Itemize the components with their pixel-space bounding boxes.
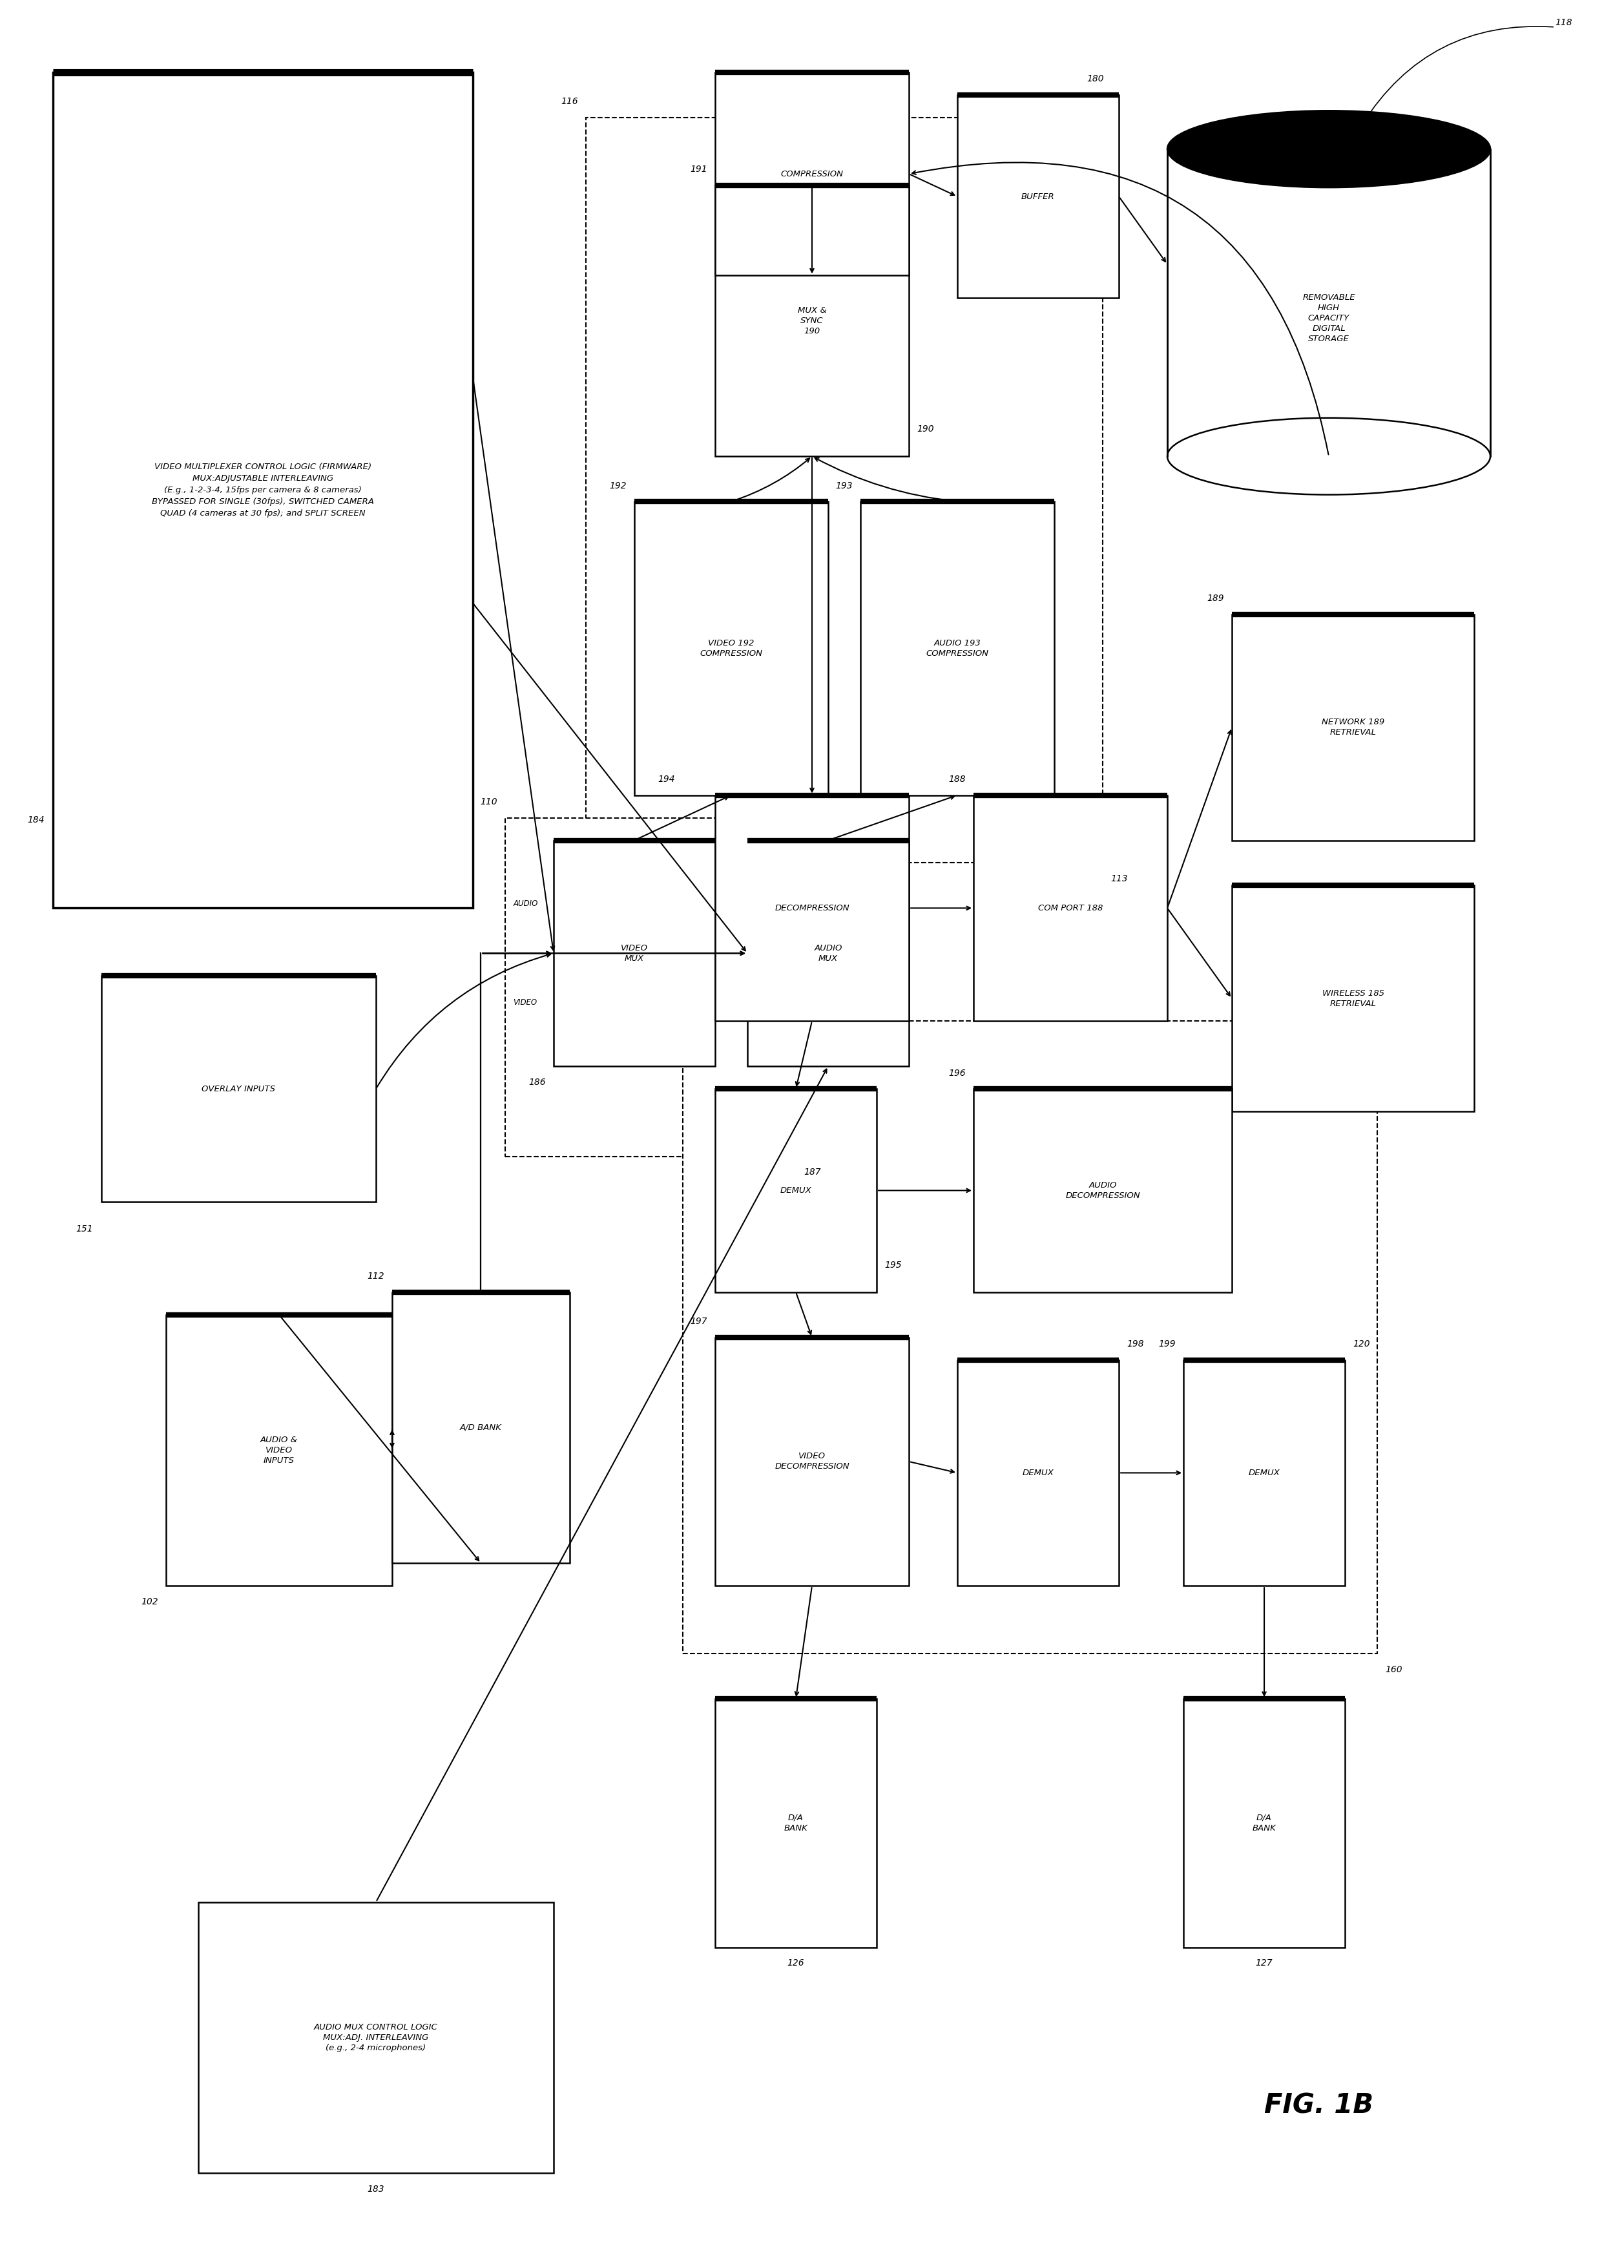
Text: D/A
BANK: D/A BANK	[784, 1814, 807, 1833]
Text: 186: 186	[528, 1077, 546, 1086]
FancyBboxPatch shape	[101, 975, 375, 1202]
FancyBboxPatch shape	[715, 796, 909, 1021]
Text: 188: 188	[948, 776, 965, 785]
FancyBboxPatch shape	[166, 1315, 391, 1585]
Text: BUFFER: BUFFER	[1021, 193, 1056, 200]
Text: VIDEO: VIDEO	[513, 998, 538, 1007]
Text: VIDEO
DECOMPRESSION: VIDEO DECOMPRESSION	[775, 1452, 849, 1472]
Text: 151: 151	[76, 1225, 93, 1234]
Text: MUX &
SYNC
190: MUX & SYNC 190	[797, 306, 827, 336]
Text: 160: 160	[1385, 1665, 1403, 1674]
Text: 180: 180	[1086, 75, 1104, 84]
FancyBboxPatch shape	[747, 841, 909, 1066]
FancyBboxPatch shape	[391, 1293, 570, 1563]
Text: 184: 184	[28, 816, 45, 826]
FancyBboxPatch shape	[958, 1361, 1119, 1585]
FancyBboxPatch shape	[973, 1089, 1233, 1293]
Bar	[1168, 150, 1491, 456]
Text: DEMUX: DEMUX	[780, 1186, 812, 1195]
Text: DEMUX: DEMUX	[1249, 1470, 1280, 1476]
Text: 190: 190	[918, 424, 934, 433]
Text: 194: 194	[658, 776, 674, 785]
Text: 112: 112	[367, 1272, 383, 1281]
Text: 102: 102	[141, 1597, 158, 1606]
Text: FIG. 1B: FIG. 1B	[1263, 2091, 1374, 2118]
Text: 193: 193	[835, 481, 853, 490]
Text: D/A
BANK: D/A BANK	[1252, 1814, 1276, 1833]
Text: COM PORT 188: COM PORT 188	[1038, 905, 1103, 912]
Ellipse shape	[1168, 417, 1491, 494]
FancyBboxPatch shape	[715, 1699, 877, 1948]
FancyBboxPatch shape	[505, 819, 796, 1157]
Ellipse shape	[1168, 111, 1491, 188]
Text: AUDIO: AUDIO	[513, 900, 538, 907]
Text: VIDEO MULTIPLEXER CONTROL LOGIC (FIRMWARE)
MUX:ADJUSTABLE INTERLEAVING
(E.g., 1-: VIDEO MULTIPLEXER CONTROL LOGIC (FIRMWAR…	[151, 463, 374, 517]
Text: NETWORK 189
RETRIEVAL: NETWORK 189 RETRIEVAL	[1322, 719, 1384, 737]
Text: 199: 199	[1158, 1340, 1176, 1349]
FancyBboxPatch shape	[715, 73, 909, 277]
Text: 183: 183	[367, 2184, 385, 2193]
Text: 195: 195	[885, 1261, 901, 1270]
FancyBboxPatch shape	[635, 501, 828, 796]
Text: 189: 189	[1207, 594, 1224, 603]
Text: VIDEO
MUX: VIDEO MUX	[620, 943, 648, 962]
FancyBboxPatch shape	[958, 95, 1119, 297]
FancyBboxPatch shape	[715, 186, 909, 456]
Text: 126: 126	[788, 1960, 804, 1969]
Text: 196: 196	[948, 1068, 965, 1077]
Text: A/D BANK: A/D BANK	[460, 1424, 502, 1431]
FancyBboxPatch shape	[973, 796, 1168, 1021]
FancyBboxPatch shape	[715, 1338, 909, 1585]
Text: 110: 110	[479, 798, 497, 807]
Text: 120: 120	[1353, 1340, 1371, 1349]
Text: 118: 118	[1554, 18, 1572, 27]
Text: AUDIO &
VIDEO
INPUTS: AUDIO & VIDEO INPUTS	[260, 1436, 297, 1465]
Text: OVERLAY INPUTS: OVERLAY INPUTS	[201, 1084, 276, 1093]
Text: AUDIO
DECOMPRESSION: AUDIO DECOMPRESSION	[1065, 1182, 1140, 1200]
FancyBboxPatch shape	[1233, 615, 1475, 841]
Text: COMPRESSION: COMPRESSION	[781, 170, 843, 179]
FancyBboxPatch shape	[1233, 885, 1475, 1111]
Text: DECOMPRESSION: DECOMPRESSION	[775, 905, 849, 912]
Text: 192: 192	[609, 481, 627, 490]
Text: 116: 116	[560, 98, 578, 107]
Text: 113: 113	[1111, 873, 1129, 882]
Text: VIDEO 192
COMPRESSION: VIDEO 192 COMPRESSION	[700, 640, 763, 658]
FancyBboxPatch shape	[586, 118, 1103, 862]
Text: 191: 191	[690, 166, 706, 175]
Text: REMOVABLE
HIGH
CAPACITY
DIGITAL
STORAGE: REMOVABLE HIGH CAPACITY DIGITAL STORAGE	[1302, 293, 1354, 342]
FancyBboxPatch shape	[682, 1021, 1377, 1653]
FancyBboxPatch shape	[554, 841, 715, 1066]
Text: AUDIO
MUX: AUDIO MUX	[814, 943, 843, 962]
Text: AUDIO MUX CONTROL LOGIC
MUX:ADJ. INTERLEAVING
(e.g., 2-4 microphones): AUDIO MUX CONTROL LOGIC MUX:ADJ. INTERLE…	[313, 2023, 438, 2053]
FancyBboxPatch shape	[1184, 1361, 1345, 1585]
Text: WIRELESS 185
RETRIEVAL: WIRELESS 185 RETRIEVAL	[1322, 989, 1384, 1007]
FancyBboxPatch shape	[1184, 1699, 1345, 1948]
FancyBboxPatch shape	[54, 73, 473, 907]
FancyBboxPatch shape	[861, 501, 1054, 796]
FancyBboxPatch shape	[198, 1903, 554, 2173]
Text: 198: 198	[1127, 1340, 1145, 1349]
FancyBboxPatch shape	[715, 1089, 877, 1293]
Text: AUDIO 193
COMPRESSION: AUDIO 193 COMPRESSION	[926, 640, 989, 658]
Text: 187: 187	[804, 1168, 822, 1177]
Text: 127: 127	[1255, 1960, 1273, 1969]
Text: DEMUX: DEMUX	[1023, 1470, 1054, 1476]
Text: 197: 197	[690, 1318, 706, 1327]
